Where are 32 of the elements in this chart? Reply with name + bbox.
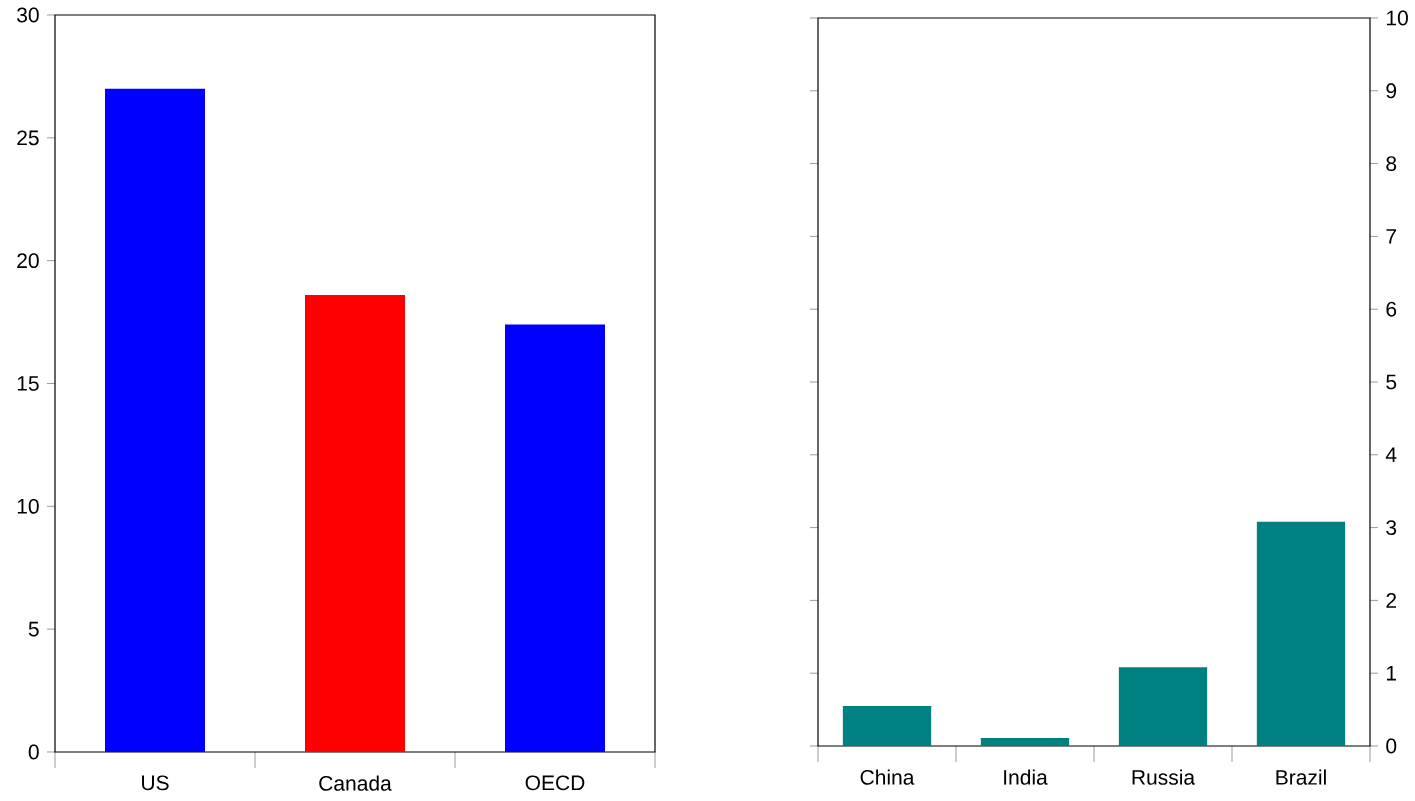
x-tick-label: Russia (1132, 769, 1196, 785)
y-tick-label: 15 (17, 376, 39, 391)
y-tick-label: 4 (1385, 447, 1397, 463)
bar (980, 737, 1070, 746)
x-tick-label: US (142, 775, 169, 791)
y-tick-label: 2 (1386, 593, 1396, 608)
bar (1118, 667, 1208, 746)
y-tick-label: 3 (1386, 520, 1397, 536)
y-tick-label: 7 (1386, 229, 1396, 244)
y-tick-label: 10 (17, 498, 39, 514)
y-tick-label: 9 (1386, 83, 1397, 99)
y-tick-label: 20 (17, 253, 39, 269)
y-tick-label: 0 (28, 744, 39, 760)
x-tick-label: OECD (525, 775, 585, 791)
y-tick-label: 0 (1386, 738, 1397, 754)
bar (505, 324, 606, 752)
y-tick-label: 6 (1386, 301, 1397, 317)
bar (842, 705, 932, 746)
y-tick-label: 1 (1387, 665, 1397, 681)
x-tick-label: India (1004, 769, 1048, 785)
x-tick-label: Brazil (1276, 769, 1326, 785)
y-tick-label: 10 (1387, 10, 1408, 26)
y-tick-label: 8 (1386, 156, 1397, 172)
y-tick-label: 25 (17, 130, 39, 146)
y-tick-label: 30 (17, 7, 39, 23)
bar (1256, 521, 1346, 746)
bar (105, 88, 205, 752)
x-tick-label: China (860, 769, 915, 785)
y-tick-label: 5 (1386, 374, 1397, 390)
bar (305, 295, 406, 752)
y-tick-label: 5 (28, 621, 39, 637)
x-tick-label: Canada (319, 775, 392, 791)
